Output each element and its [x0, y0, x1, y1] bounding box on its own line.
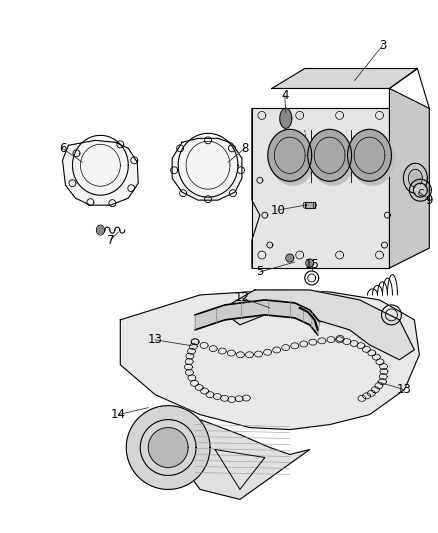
Polygon shape — [172, 139, 242, 200]
Polygon shape — [410, 171, 420, 185]
Polygon shape — [195, 300, 320, 335]
Text: 9: 9 — [426, 193, 433, 207]
Polygon shape — [287, 255, 292, 261]
Polygon shape — [307, 261, 312, 265]
Polygon shape — [268, 130, 312, 181]
Polygon shape — [280, 108, 292, 128]
Text: 7: 7 — [106, 233, 114, 247]
Text: 8: 8 — [241, 142, 249, 155]
Polygon shape — [148, 427, 188, 467]
Polygon shape — [272, 69, 417, 88]
Polygon shape — [63, 140, 138, 205]
Polygon shape — [348, 130, 392, 181]
Text: 3: 3 — [379, 39, 386, 52]
Polygon shape — [220, 290, 414, 360]
Text: 13: 13 — [397, 383, 412, 396]
Text: 10: 10 — [270, 204, 285, 216]
Polygon shape — [120, 290, 419, 430]
Polygon shape — [415, 185, 425, 195]
Text: C: C — [417, 189, 423, 198]
Text: 15: 15 — [304, 257, 319, 271]
Polygon shape — [97, 226, 103, 234]
Polygon shape — [311, 133, 355, 185]
Polygon shape — [308, 130, 352, 181]
Polygon shape — [305, 202, 314, 208]
Text: 12: 12 — [234, 292, 249, 304]
Text: 4: 4 — [281, 89, 289, 102]
Polygon shape — [389, 88, 429, 268]
Text: 5: 5 — [256, 265, 264, 278]
Polygon shape — [350, 133, 395, 185]
Polygon shape — [252, 108, 389, 268]
Polygon shape — [271, 133, 314, 185]
Text: 6: 6 — [59, 142, 66, 155]
Polygon shape — [126, 406, 210, 489]
Text: 14: 14 — [111, 408, 126, 421]
Text: 13: 13 — [148, 333, 162, 346]
Polygon shape — [165, 415, 310, 499]
